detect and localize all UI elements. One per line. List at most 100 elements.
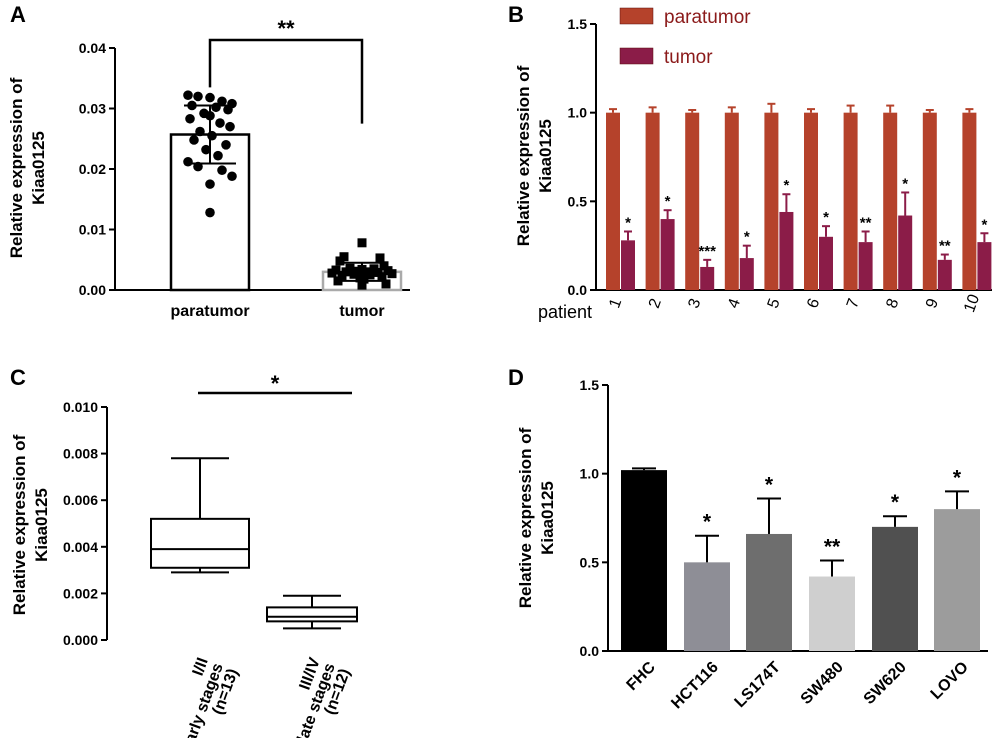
x-label-patient-8: 8 xyxy=(883,296,902,310)
panel-label-a: A xyxy=(10,2,26,27)
bar-tumor-patient-5 xyxy=(779,211,794,290)
panel-d-y-label: Relative expression of Kiaa0125 xyxy=(516,427,557,608)
bar-paratumor-patient-3 xyxy=(685,112,700,291)
bar-tumor-patient-4 xyxy=(739,258,754,290)
panel-d-ytick-label-3: 1.5 xyxy=(580,377,600,393)
bar-paratumor-patient-10 xyxy=(962,112,977,291)
panel-a-y-label-line-0: Relative expression of xyxy=(7,77,26,258)
panel-a-ytick-label-3: 0.03 xyxy=(79,101,106,117)
x-label-patient-7: 7 xyxy=(844,296,863,310)
panel-c-ytick-label-5: 0.010 xyxy=(63,399,98,415)
x-label-patient-4: 4 xyxy=(725,296,744,310)
significance-patient-10: * xyxy=(981,216,987,233)
panel-c-y-label: Relative expression of Kiaa0125 xyxy=(10,434,51,615)
panel-b-y-label-line-0: Relative expression of xyxy=(514,65,533,246)
point-paratumor xyxy=(189,135,199,145)
significance-patient-6: * xyxy=(823,209,829,226)
point-tumor xyxy=(387,269,397,279)
significance-patient-4: * xyxy=(744,229,750,246)
point-paratumor xyxy=(223,104,233,115)
point-tumor xyxy=(359,274,369,284)
point-paratumor xyxy=(185,113,195,124)
bar-FHC xyxy=(621,470,667,651)
point-paratumor xyxy=(193,91,203,102)
point-tumor xyxy=(357,238,367,248)
bar-paratumor-patient-7 xyxy=(843,112,858,291)
x-label-patient-10: 10 xyxy=(961,292,983,315)
significance-patient-7: ** xyxy=(860,214,872,231)
x-label-LS174T: LS174T xyxy=(732,659,784,711)
point-tumor xyxy=(375,253,385,263)
significance-LS174T: * xyxy=(765,473,774,496)
panel-b-ytick-label-0: 0.0 xyxy=(568,282,588,298)
point-paratumor xyxy=(205,92,215,103)
x-label-0-line-0: I/II xyxy=(190,656,212,679)
panel-a-y-label-line-1: Kiaa0125 xyxy=(29,131,48,205)
significance-marker: ** xyxy=(277,16,295,41)
x-label-patient-2: 2 xyxy=(646,296,665,310)
point-paratumor xyxy=(183,90,193,100)
point-paratumor xyxy=(213,150,223,161)
panel-c-ytick-label-1: 0.002 xyxy=(63,585,98,601)
panel-c-ytick-label-3: 0.006 xyxy=(63,492,98,508)
point-paratumor xyxy=(217,165,227,176)
point-tumor xyxy=(377,272,387,282)
significance-patient-5: * xyxy=(783,177,789,194)
point-paratumor xyxy=(217,96,227,107)
panel-b-ytick-label-2: 1.0 xyxy=(568,105,588,121)
x-label-patient-1: 1 xyxy=(606,296,625,310)
significance-patient-3: *** xyxy=(698,243,716,260)
bar-tumor-patient-3 xyxy=(700,266,715,290)
point-paratumor xyxy=(195,126,205,137)
panel-b-y-label-line-1: Kiaa0125 xyxy=(536,119,555,193)
legend-swatch-paratumor xyxy=(619,7,654,25)
point-tumor xyxy=(349,269,359,279)
point-tumor xyxy=(335,256,345,266)
x-label-patient-3: 3 xyxy=(685,296,704,310)
point-paratumor xyxy=(211,102,221,113)
x-label-FHC: FHC xyxy=(624,658,660,694)
point-paratumor xyxy=(207,130,217,141)
x-label-patient-6: 6 xyxy=(804,296,823,310)
x-label-0: I/IIearly stages(n=13) xyxy=(164,655,242,738)
point-tumor xyxy=(379,261,389,271)
x-label-SW480: SW480 xyxy=(798,659,847,708)
bar-paratumor-patient-5 xyxy=(764,112,779,291)
x-axis-prefix-patient: patient xyxy=(538,302,592,322)
panel-label-d: D xyxy=(508,365,524,390)
panel-b-y-label: Relative expression of Kiaa0125 xyxy=(514,65,555,246)
panel-d-ytick-label-1: 0.5 xyxy=(580,554,600,570)
bar-tumor-patient-2 xyxy=(660,219,675,290)
legend-swatch-tumor xyxy=(619,47,654,65)
panel-c-ytick-label-4: 0.008 xyxy=(63,446,98,462)
bar-SW620 xyxy=(872,526,918,651)
panel-d: 0.0 0.5 1.0 1.5 Relative expression of Kiaa01… xyxy=(516,377,988,712)
x-label-patient-9: 9 xyxy=(923,296,942,310)
bar-tumor-patient-7 xyxy=(858,242,873,290)
point-tumor xyxy=(381,279,391,289)
point-paratumor xyxy=(205,207,215,218)
significance-SW620: * xyxy=(891,491,900,514)
panel-c-ytick-label-2: 0.004 xyxy=(63,539,98,555)
significance-patient-8: * xyxy=(902,175,908,192)
point-paratumor xyxy=(183,156,193,167)
panel-a-ytick-label-2: 0.02 xyxy=(79,161,106,177)
panel-label-c: C xyxy=(10,365,26,390)
significance-SW480: ** xyxy=(824,536,841,559)
panel-a-ytick-label-4: 0.04 xyxy=(79,40,106,56)
point-paratumor xyxy=(205,179,215,189)
x-label-tumor: tumor xyxy=(339,303,384,320)
panel-c-y-label-line-0: Relative expression of xyxy=(10,434,29,615)
point-tumor xyxy=(357,280,367,290)
bar-tumor-patient-1 xyxy=(621,240,635,290)
bar-paratumor-patient-2 xyxy=(645,112,660,291)
point-paratumor xyxy=(201,144,211,155)
point-paratumor xyxy=(221,140,231,150)
box-0 xyxy=(150,517,250,569)
significance-LOVO: * xyxy=(953,466,962,489)
panel-b: 0.0 0.5 1.0 1.5 Relative expression of Kiaa01… xyxy=(514,7,992,322)
bar-paratumor-patient-6 xyxy=(804,112,818,291)
significance-HCT116: * xyxy=(703,511,712,534)
bar-SW480 xyxy=(809,576,855,651)
x-label-HCT116: HCT116 xyxy=(668,659,722,713)
